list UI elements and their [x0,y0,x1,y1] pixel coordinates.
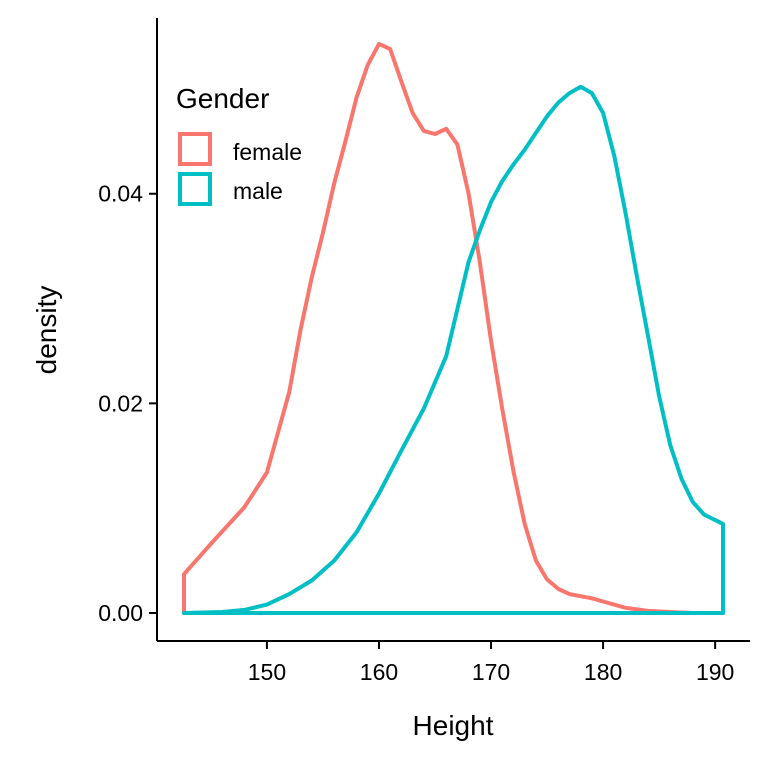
x-axis-ticks: 150 160 170 180 190 [248,641,734,685]
x-tick-label: 190 [696,659,734,685]
plot-panel: 150 160 170 180 190 0.00 0.02 0.04 [98,18,750,685]
series-layer [182,41,725,615]
legend-key-male [178,172,212,206]
y-tick-label: 0.04 [98,181,143,207]
density-curve-female [182,41,725,615]
x-tick-label: 170 [472,659,510,685]
legend-label-female: female [233,139,302,165]
x-tick-label: 150 [248,659,286,685]
legend-title: Gender [176,83,269,114]
density-curve-male [182,84,725,615]
y-axis-title: density [31,286,62,375]
legend-label-male: male [233,178,283,204]
legend-key-female [178,132,212,166]
y-axis-ticks: 0.00 0.02 0.04 [98,181,157,626]
legend: Gender female male [176,83,302,206]
x-axis-title: Height [413,710,494,741]
y-tick-label: 0.02 [98,390,143,416]
x-tick-label: 180 [584,659,622,685]
x-tick-label: 160 [360,659,398,685]
y-tick-label: 0.00 [98,600,143,626]
